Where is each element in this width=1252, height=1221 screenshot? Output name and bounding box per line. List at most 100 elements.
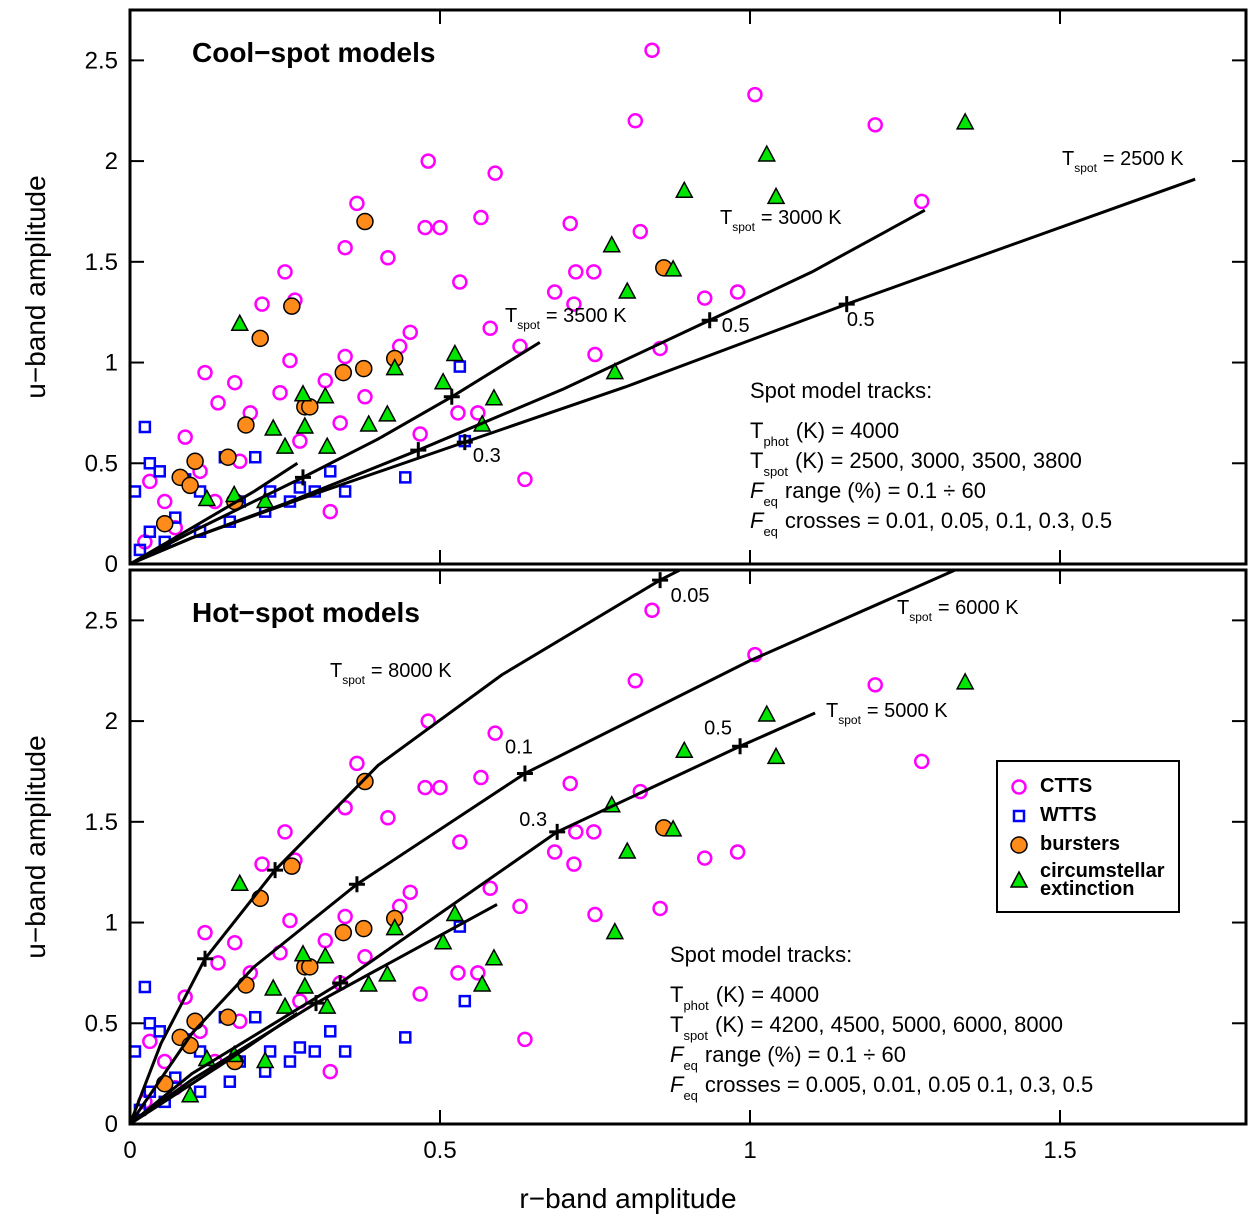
point	[316, 946, 335, 964]
point	[417, 219, 433, 236]
legend: CTTS WTTS bursters circumstellar extinction	[996, 760, 1180, 913]
legend-marker	[1009, 870, 1029, 888]
point	[142, 473, 158, 490]
label-sub: spot	[732, 220, 755, 234]
legend-marker	[1011, 779, 1027, 795]
legend-entry: circumstellar extinction	[1008, 861, 1168, 899]
point	[248, 1010, 262, 1024]
chart-title: Cool−spot models	[192, 37, 435, 68]
point	[652, 900, 668, 917]
subscript-label: Feq crosses = 0.01, 0.05, 0.1, 0.3, 0.5	[750, 508, 1112, 539]
y-axis-label: u−band amplitude	[20, 175, 51, 398]
point	[177, 989, 193, 1005]
point	[138, 420, 152, 434]
point	[283, 297, 301, 315]
point	[399, 471, 412, 484]
label-main: T	[750, 418, 763, 443]
point	[675, 740, 694, 759]
x-tick-label: 1.5	[1043, 1137, 1076, 1164]
point	[197, 364, 213, 381]
point	[317, 436, 337, 454]
point	[186, 452, 204, 471]
point	[275, 436, 295, 454]
point	[251, 329, 269, 348]
point	[380, 250, 396, 266]
cross-mark	[410, 442, 427, 459]
point	[586, 264, 602, 280]
cross-mark	[652, 572, 669, 589]
model-track	[129, 462, 299, 566]
point	[766, 186, 786, 205]
point	[354, 919, 373, 938]
point	[417, 779, 433, 796]
y-tick-label: 1	[105, 910, 118, 937]
point	[337, 348, 353, 365]
point	[420, 153, 436, 169]
y-tick-label: 2	[105, 148, 118, 175]
point	[566, 856, 582, 872]
label-sub: eq	[683, 1088, 697, 1103]
label-sub: eq	[763, 494, 777, 509]
point	[293, 384, 313, 402]
point	[138, 980, 152, 994]
label-rest: = 5000 K	[867, 700, 948, 722]
point	[472, 974, 492, 992]
point	[295, 416, 315, 434]
point	[227, 934, 243, 951]
point	[255, 1050, 275, 1069]
point	[484, 388, 504, 406]
point	[385, 917, 404, 936]
label-rest: = 8000 K	[371, 660, 452, 682]
cross-label: 0.3	[473, 445, 501, 467]
point	[308, 1045, 322, 1058]
plot-frame	[128, 568, 1248, 1126]
point	[867, 117, 883, 133]
label-main: T	[670, 982, 683, 1007]
point	[349, 195, 365, 212]
legend-marker-box	[1009, 870, 1029, 888]
point	[283, 1055, 297, 1068]
point	[337, 799, 353, 816]
point	[546, 284, 563, 300]
point	[402, 324, 418, 341]
cross-label: 0.5	[722, 315, 750, 337]
y-tick-label: 0.5	[85, 1010, 118, 1037]
point	[277, 264, 293, 280]
y-axis-label: u−band amplitude	[20, 735, 51, 958]
point	[729, 284, 746, 300]
label-main: T	[897, 597, 909, 619]
cross-mark	[197, 950, 214, 967]
cross-mark	[701, 312, 718, 329]
point	[605, 922, 625, 940]
label-main: T	[720, 207, 732, 229]
point	[227, 374, 243, 391]
point	[357, 389, 373, 405]
point	[487, 725, 503, 741]
point	[512, 898, 528, 915]
model-track	[129, 208, 926, 566]
label-main: T	[1062, 148, 1074, 170]
point	[143, 457, 157, 470]
point	[385, 357, 404, 376]
model-track	[129, 711, 816, 1126]
label-rest: crosses = 0.005, 0.01, 0.05 0.1, 0.3, 0.…	[705, 1072, 1093, 1097]
point	[254, 296, 270, 312]
point	[263, 418, 283, 436]
point	[627, 113, 644, 129]
cross-mark	[732, 738, 749, 755]
label-main: F	[670, 1072, 685, 1097]
point	[627, 673, 644, 689]
y-tick-label: 2.5	[85, 607, 118, 634]
label-main: T	[330, 660, 342, 682]
point	[452, 834, 468, 850]
point	[445, 343, 465, 362]
point	[153, 465, 167, 478]
label-sub: phot	[763, 434, 789, 449]
point	[587, 906, 603, 923]
legend-label: CTTS	[1040, 775, 1093, 797]
point	[317, 932, 334, 949]
point	[517, 471, 533, 488]
cross-label: 0.05	[671, 585, 710, 607]
label-main: F	[670, 1042, 685, 1067]
point	[747, 86, 763, 103]
